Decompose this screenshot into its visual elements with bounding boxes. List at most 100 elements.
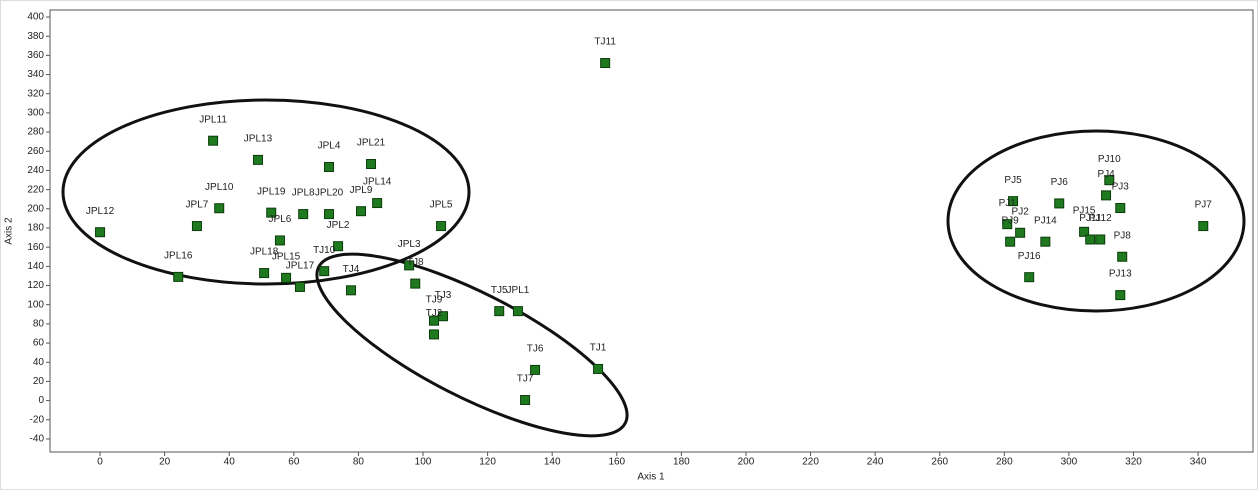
- point-label: TJ6: [527, 344, 544, 355]
- point-label: PJ16: [1018, 251, 1041, 262]
- y-tick-label: 100: [27, 299, 44, 310]
- point-label: TJ8: [407, 257, 424, 268]
- x-tick-label: 320: [1125, 457, 1142, 468]
- y-tick-label: 160: [27, 242, 44, 253]
- point-label: JPL8: [292, 188, 315, 199]
- point-label: JPL15: [272, 251, 301, 262]
- point: [428, 315, 439, 326]
- point-label: PJ8: [1114, 230, 1132, 241]
- plot-area: [49, 9, 1254, 453]
- y-tick-label: 280: [27, 127, 44, 138]
- point-label: JPL7: [186, 200, 209, 211]
- y-tick-label: 360: [27, 50, 44, 61]
- point-label: PJ15: [1073, 205, 1096, 216]
- x-tick-label: 100: [415, 457, 432, 468]
- x-tick-label: 240: [867, 457, 884, 468]
- point-label: PJ5: [1004, 175, 1022, 186]
- x-tick-label: 20: [159, 457, 171, 468]
- point-label: PJ12: [1089, 213, 1112, 224]
- cluster-ellipse: [946, 129, 1246, 313]
- point: [252, 154, 263, 165]
- point-label: TJ11: [594, 37, 616, 48]
- point: [1198, 221, 1209, 232]
- point-label: PJ6: [1051, 177, 1069, 188]
- point: [324, 209, 335, 220]
- y-tick-label: 300: [27, 108, 44, 119]
- point: [1117, 251, 1128, 262]
- y-tick-label: 0: [38, 395, 44, 406]
- y-tick-label: 80: [33, 319, 45, 330]
- point: [520, 395, 531, 406]
- point: [294, 281, 305, 292]
- point: [530, 364, 541, 375]
- y-axis-title: Axis 2: [4, 217, 15, 245]
- point: [1095, 234, 1106, 245]
- point-label: PJ10: [1098, 154, 1121, 165]
- x-tick-label: 200: [738, 457, 755, 468]
- point: [372, 198, 383, 209]
- point-label: JPL6: [269, 214, 292, 225]
- y-tick-label: 340: [27, 69, 44, 80]
- point: [600, 58, 611, 69]
- x-tick-label: 160: [608, 457, 625, 468]
- point: [208, 135, 219, 146]
- point: [345, 285, 356, 296]
- point-label: PJ3: [1112, 182, 1130, 193]
- point-label: JPL13: [244, 134, 273, 145]
- point-label: PJ13: [1109, 269, 1132, 280]
- x-tick-label: 300: [1061, 457, 1078, 468]
- point-label: JPL16: [164, 251, 193, 262]
- point-label: PJ11: [1079, 213, 1101, 224]
- point-label: TJ3: [435, 290, 452, 301]
- y-tick-label: 180: [27, 223, 44, 234]
- point-label: TJ1: [590, 343, 607, 354]
- y-tick-label: 240: [27, 165, 44, 176]
- x-tick-label: 340: [1190, 457, 1207, 468]
- point-label: JPL18: [250, 247, 279, 258]
- x-axis-title: Axis 1: [637, 472, 665, 483]
- point-label: TJ10: [313, 245, 336, 256]
- point: [494, 306, 505, 317]
- x-tick-label: 120: [479, 457, 496, 468]
- point: [1005, 236, 1016, 247]
- point: [1085, 234, 1096, 245]
- point: [1079, 226, 1090, 237]
- point: [259, 268, 270, 279]
- point: [298, 209, 309, 220]
- point-label: PJ9: [1002, 215, 1020, 226]
- point: [366, 159, 377, 170]
- point: [1115, 290, 1126, 301]
- point: [1015, 227, 1026, 238]
- point-label: JPL19: [257, 186, 286, 197]
- cluster-ellipse: [315, 252, 629, 438]
- x-tick-label: 220: [802, 457, 819, 468]
- x-tick-label: 40: [224, 457, 236, 468]
- point: [512, 306, 523, 317]
- point: [428, 329, 439, 340]
- point: [191, 221, 202, 232]
- y-tick-label: 260: [27, 146, 44, 157]
- x-tick-label: 280: [996, 457, 1013, 468]
- x-tick-label: 0: [97, 457, 103, 468]
- point: [410, 278, 421, 289]
- x-tick-label: 180: [673, 457, 690, 468]
- point-label: JPL3: [398, 239, 421, 250]
- x-tick-label: 140: [544, 457, 561, 468]
- point-label: PJ1: [999, 198, 1017, 209]
- y-tick-label: 200: [27, 203, 44, 214]
- point: [1054, 198, 1065, 209]
- point: [281, 272, 292, 283]
- point: [95, 227, 106, 238]
- point-label: JPL11: [199, 114, 227, 125]
- point-label: JPL1: [507, 285, 530, 296]
- y-tick-label: 140: [27, 261, 44, 272]
- y-tick-label: -20: [30, 414, 45, 425]
- y-tick-label: 20: [33, 376, 45, 387]
- point: [1002, 219, 1013, 230]
- point: [173, 271, 184, 282]
- y-tick-label: -40: [30, 434, 45, 445]
- point: [404, 260, 415, 271]
- point: [324, 161, 335, 172]
- point-label: TJ5: [491, 285, 508, 296]
